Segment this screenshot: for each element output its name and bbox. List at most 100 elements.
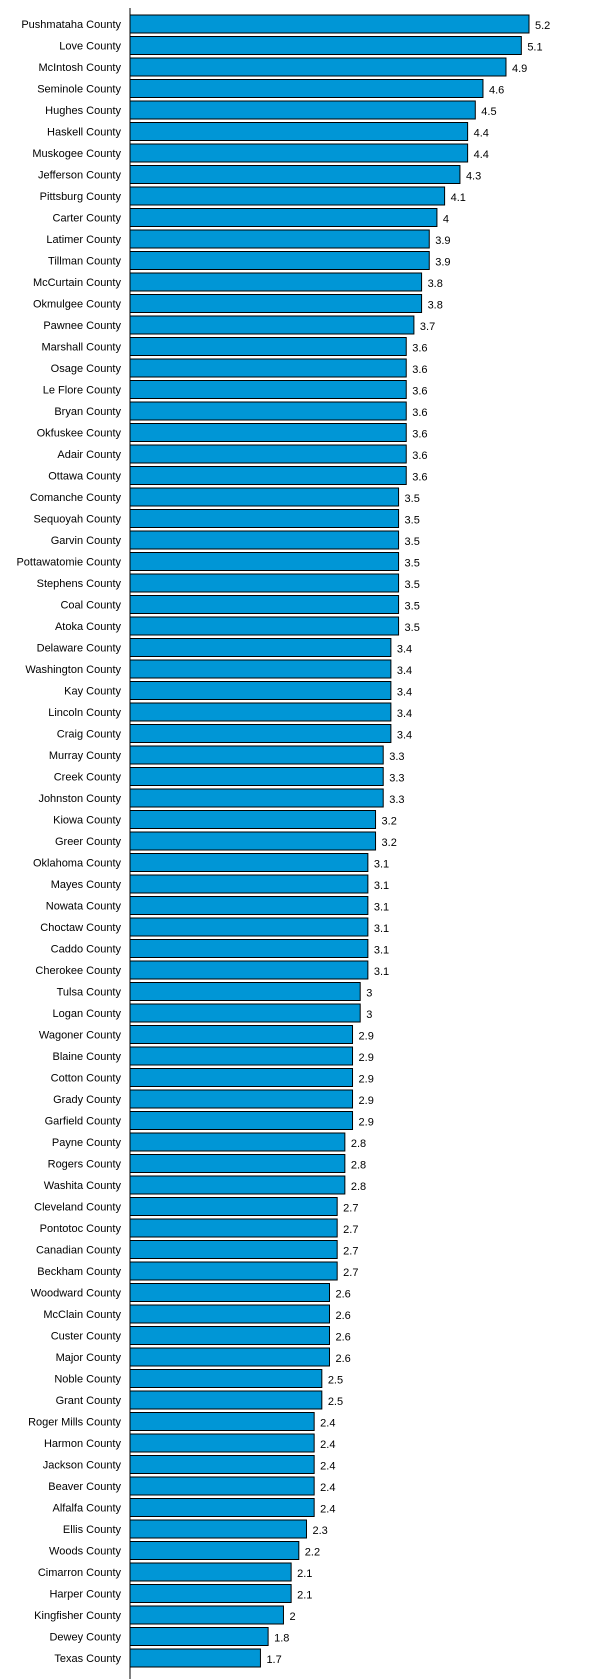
bar-seminole-county xyxy=(129,79,484,98)
bar-woodward-county xyxy=(129,1283,330,1302)
value-label: 2.7 xyxy=(343,1246,358,1258)
bar-woods-county xyxy=(129,1541,300,1560)
value-label: 2.1 xyxy=(297,1590,312,1602)
value-label: 3.1 xyxy=(374,945,389,957)
value-label: 3.6 xyxy=(412,364,427,376)
category-label: Tillman County xyxy=(48,256,121,268)
category-label: Pittsburg County xyxy=(40,191,122,203)
bar-ottawa-county xyxy=(129,466,407,485)
category-label: Alfalfa County xyxy=(53,1503,122,1515)
bar-washita-county xyxy=(129,1175,346,1195)
category-label: Latimer County xyxy=(46,234,121,246)
category-label: Marshall County xyxy=(42,342,122,354)
bar-nowata-county xyxy=(129,896,369,915)
value-label: 1.7 xyxy=(266,1654,281,1666)
category-label: Major County xyxy=(56,1352,122,1364)
category-label: Greer County xyxy=(55,836,122,848)
value-label: 3.3 xyxy=(389,773,404,785)
value-label: 2.7 xyxy=(343,1267,358,1279)
category-label: McClain County xyxy=(43,1309,121,1321)
category-label: Grady County xyxy=(53,1094,121,1106)
category-label: Oklahoma County xyxy=(33,858,122,870)
bar-wagoner-county xyxy=(129,1025,354,1044)
value-label: 2 xyxy=(289,1611,295,1623)
value-label: 2.9 xyxy=(359,1031,374,1043)
category-label: Mayes County xyxy=(51,879,122,891)
category-label: Texas County xyxy=(54,1653,121,1665)
category-label: Osage County xyxy=(51,363,122,375)
value-label: 2.6 xyxy=(336,1332,351,1344)
bar-hughes-county xyxy=(129,100,476,120)
category-label: Blaine County xyxy=(53,1051,122,1063)
category-label: Ottawa County xyxy=(48,471,121,483)
category-label: Choctaw County xyxy=(40,922,121,934)
bar-creek-county xyxy=(129,767,384,786)
bar-pontotoc-county xyxy=(129,1218,338,1238)
bar-kiowa-county xyxy=(129,810,377,829)
bar-ellis-county xyxy=(129,1519,307,1539)
category-label: Cotton County xyxy=(51,1073,122,1085)
category-label: Haskell County xyxy=(47,127,121,139)
category-label: Kay County xyxy=(64,686,121,698)
bar-kay-county xyxy=(129,681,392,700)
bar-payne-county xyxy=(129,1132,346,1152)
category-label: Coal County xyxy=(60,600,121,612)
bar-bryan-county xyxy=(129,401,407,421)
bar-okmulgee-county xyxy=(129,294,423,313)
bar-cotton-county xyxy=(129,1068,354,1087)
category-label: Kiowa County xyxy=(53,815,121,827)
value-label: 2.8 xyxy=(351,1138,366,1150)
bar-stephens-county xyxy=(129,573,400,593)
bar-cimarron-county xyxy=(129,1562,292,1582)
bar-roger-mills-county xyxy=(129,1412,315,1431)
bar-rogers-county xyxy=(129,1154,346,1173)
bar-tillman-county xyxy=(129,251,430,270)
value-label: 3.1 xyxy=(374,902,389,914)
bar-muskogee-county xyxy=(129,143,469,163)
bar-craig-county xyxy=(129,724,392,743)
category-label: Dewey County xyxy=(49,1632,121,1644)
value-label: 2.8 xyxy=(351,1181,366,1193)
bar-jackson-county xyxy=(129,1455,315,1474)
value-label: 3.6 xyxy=(412,472,427,484)
category-label: Garfield County xyxy=(45,1116,122,1128)
category-label: Nowata County xyxy=(46,901,122,913)
category-label: Custer County xyxy=(51,1331,122,1343)
value-label: 2.7 xyxy=(343,1203,358,1215)
category-label: Stephens County xyxy=(37,578,122,590)
value-label: 3.2 xyxy=(382,837,397,849)
value-label: 3.1 xyxy=(374,923,389,935)
category-label: Comanche County xyxy=(30,492,122,504)
category-label: Wagoner County xyxy=(39,1030,122,1042)
category-label: Logan County xyxy=(53,1008,122,1020)
bar-osage-county xyxy=(129,358,407,378)
bar-logan-county xyxy=(129,1003,361,1023)
bar-coal-county xyxy=(129,595,400,614)
value-label: 3.6 xyxy=(412,407,427,419)
bar-murray-county xyxy=(129,745,384,765)
value-label: 4.6 xyxy=(489,85,504,97)
value-label: 2.3 xyxy=(312,1525,327,1537)
value-label: 4.5 xyxy=(481,106,496,118)
value-label: 3.6 xyxy=(412,450,427,462)
value-label: 2.4 xyxy=(320,1504,335,1516)
value-label: 3.6 xyxy=(412,386,427,398)
value-label: 5.1 xyxy=(527,42,542,54)
category-label: Harmon County xyxy=(44,1438,122,1450)
value-label: 2.9 xyxy=(359,1095,374,1107)
category-label: Sequoyah County xyxy=(34,514,122,526)
category-label: Murray County xyxy=(49,750,122,762)
category-label: Okmulgee County xyxy=(33,299,122,311)
category-label: Okfuskee County xyxy=(37,428,122,440)
value-label: 3.5 xyxy=(405,536,420,548)
category-label: Cleveland County xyxy=(34,1202,121,1214)
category-label: Cherokee County xyxy=(35,965,121,977)
category-label: Jackson County xyxy=(43,1460,122,1472)
value-label: 3.5 xyxy=(405,515,420,527)
category-label: Woods County xyxy=(49,1546,121,1558)
category-labels-group: Pushmataha County Love County McIntosh Cou… xyxy=(16,19,121,1665)
value-label: 5.2 xyxy=(535,20,550,32)
value-label: 4.9 xyxy=(512,63,527,75)
category-label: Atoka County xyxy=(55,621,122,633)
category-label: Roger Mills County xyxy=(28,1417,121,1429)
